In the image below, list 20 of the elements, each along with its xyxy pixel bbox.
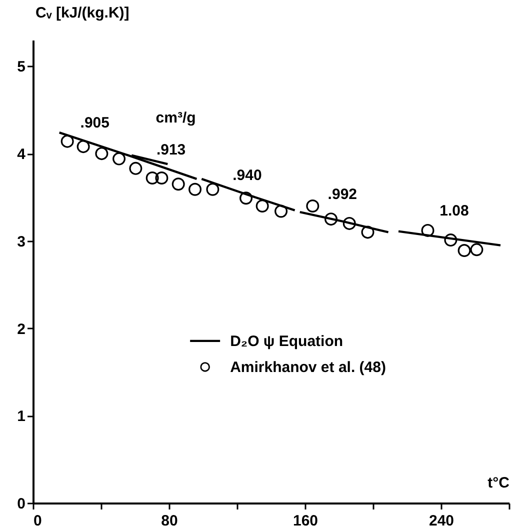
annotation: .940 <box>232 167 262 184</box>
x-tick-label: 0 <box>34 512 42 530</box>
annotation: cm³/g <box>156 109 196 126</box>
y-tick-label: 4 <box>17 146 26 164</box>
legend-label: Amirkhanov et al. (48) <box>230 358 386 376</box>
annotation: .913 <box>156 141 186 158</box>
annotation: 1.08 <box>440 202 469 220</box>
annotation: .992 <box>328 186 357 204</box>
y-tick-label: 3 <box>17 233 26 250</box>
legend-label: D₂O ψ Equation <box>230 332 344 350</box>
x-axis-title: t°C <box>488 474 510 492</box>
x-tick-label: 240 <box>428 512 454 530</box>
y-tick-label: 2 <box>17 320 26 338</box>
y-axis-title: Cᵥ [kJ/(kg.K)] <box>36 4 130 22</box>
y-tick-label: 5 <box>17 58 26 76</box>
y-tick-label: 1 <box>17 408 26 426</box>
x-tick-label: 160 <box>292 512 318 530</box>
y-tick-label: 0 <box>17 496 26 512</box>
x-tick-label: 80 <box>161 512 178 530</box>
annotation: .905 <box>80 114 110 132</box>
